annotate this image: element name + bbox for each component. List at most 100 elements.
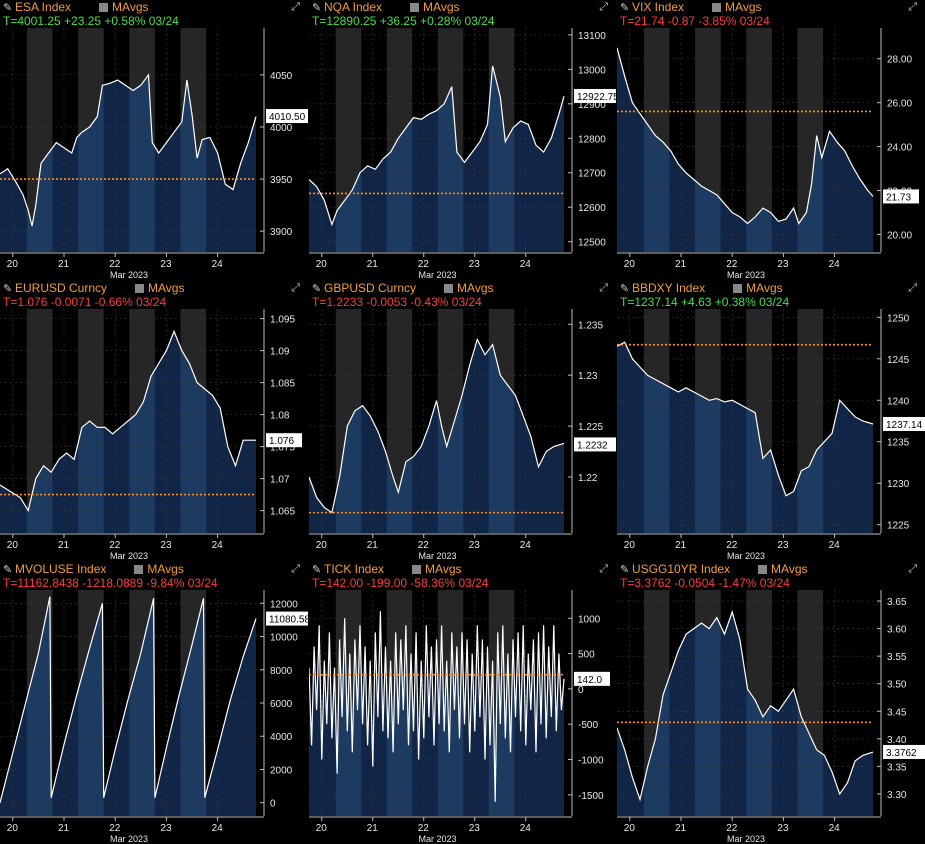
series-line (617, 47, 874, 225)
pencil-icon[interactable]: ✎ (3, 283, 13, 295)
ticker-label[interactable]: USGG10YR Index (632, 562, 731, 576)
y-tick-label: 1230 (887, 479, 910, 490)
chart-svg: -1500 -1000 -500 0 500 1000 142.0 20 21 22 23 24 Mar… (309, 590, 610, 844)
x-tick-label: 23 (777, 823, 789, 834)
expand-arrows-icon[interactable]: ⤢ (291, 563, 300, 575)
chart-panel-bbdxy[interactable]: 1225 1230 1235 1240 1245 1250 1237.14 20 21 22 23 2… (617, 281, 925, 561)
chart-panel-vix[interactable]: 20.0022.0024.0026.0028.0021.732021222324… (617, 0, 925, 280)
chart-panel-eurusd[interactable]: 1.065 1.07 1.075 1.08 1.085 1.09 1.095 1.076 20 2… (0, 281, 308, 561)
series-line (0, 596, 257, 803)
ma-legend-label[interactable]: MAvgs (147, 562, 184, 576)
pencil-icon[interactable]: ✎ (312, 2, 322, 14)
pencil-icon[interactable]: ✎ (620, 2, 630, 14)
ticker-label[interactable]: ESA Index (15, 0, 72, 14)
chart-panel-nqa[interactable]: 12500 12600 12700 12800 12900 13000 13100 12922… (309, 0, 616, 280)
ma-legend-swatch (733, 284, 743, 293)
ma-legend-label[interactable]: MAvgs (746, 281, 783, 295)
expand-arrows-icon[interactable]: ⤢ (908, 563, 917, 575)
expand-arrows-icon[interactable]: ⤢ (908, 282, 917, 294)
ma-legend-swatch (134, 565, 144, 574)
ticker-label[interactable]: TICK Index (324, 562, 385, 576)
y-tick-label: 10000 (270, 633, 298, 644)
x-tick-label: 24 (212, 823, 224, 834)
pencil-icon[interactable]: ✎ (312, 283, 322, 295)
chart-svg: 12500 12600 12700 12800 12900 13000 13100 12922… (309, 28, 616, 280)
x-tick-label: 24 (520, 259, 532, 270)
y-tick-label: 1.075 (270, 443, 295, 454)
x-axis-sublabel: Mar 2023 (419, 551, 457, 561)
y-tick-label: 1240 (887, 396, 910, 407)
last-value-badge (883, 744, 925, 759)
ticker-label[interactable]: VIX Index (632, 0, 685, 14)
ma-legend-label[interactable]: MAvgs (425, 562, 462, 576)
last-value-badge (266, 611, 308, 626)
pencil-icon[interactable]: ✎ (3, 2, 13, 14)
series-line (309, 337, 565, 514)
x-tick-label: 20 (7, 540, 19, 551)
x-tick-label: 22 (109, 540, 121, 551)
y-tick-label: 12800 (578, 134, 606, 145)
pencil-icon[interactable]: ✎ (620, 283, 630, 295)
chart-panel-esa[interactable]: 3900 3950 4000 4050 4010.50 20 21 22 23 24 Mar 202… (0, 0, 308, 280)
x-tick-label: 20 (7, 823, 19, 834)
ma-legend-swatch (410, 3, 420, 12)
last-value-badge (574, 671, 610, 686)
x-tick-label: 21 (367, 823, 379, 834)
ticker-label[interactable]: NQA Index (324, 0, 383, 14)
pencil-icon[interactable]: ✎ (312, 564, 322, 576)
x-tick-label: 23 (160, 259, 172, 270)
pencil-icon[interactable]: ✎ (620, 564, 630, 576)
expand-arrows-icon[interactable]: ⤢ (599, 282, 608, 294)
chart-panel-tick[interactable]: -1500 -1000 -500 0 500 1000 142.0 20 21 22 23 24 Mar… (309, 562, 616, 844)
y-tick-label: 26.00 (887, 99, 912, 110)
last-value-label: 1237.14 (886, 420, 923, 431)
ma-legend-swatch (444, 284, 454, 293)
ma-legend-swatch (758, 565, 768, 574)
x-tick-label: 24 (829, 540, 841, 551)
x-tick-label: 24 (829, 823, 841, 834)
ma-legend-label[interactable]: MAvgs (112, 0, 149, 14)
ma-legend-label[interactable]: MAvgs (725, 0, 762, 14)
ma-legend-label[interactable]: MAvgs (771, 562, 808, 576)
ticker-label[interactable]: MVOLUSE Index (15, 562, 107, 576)
ma-legend-label[interactable]: MAvgs (148, 281, 185, 295)
expand-arrows-icon[interactable]: ⤢ (291, 1, 300, 13)
ticker-label[interactable]: BBDXY Index (632, 281, 706, 295)
x-tick-label: 23 (160, 823, 172, 834)
x-tick-label: 22 (418, 259, 430, 270)
chart-svg: 3.30 3.35 3.40 3.45 3.50 3.55 3.60 3.65 3.3762 20… (617, 590, 925, 844)
y-tick-label: 2000 (270, 765, 293, 776)
y-tick-label: 1.225 (578, 422, 603, 433)
ma-legend-label[interactable]: MAvgs (423, 0, 460, 14)
y-tick-label: 12000 (270, 599, 298, 610)
y-tick-label: 3.45 (887, 707, 907, 718)
y-tick-label: 3.55 (887, 652, 907, 663)
pencil-icon[interactable]: ✎ (3, 564, 13, 576)
x-axis-sublabel: Mar 2023 (110, 270, 148, 280)
last-value-label: 21.73 (886, 192, 911, 203)
expand-arrows-icon[interactable]: ⤢ (908, 1, 917, 13)
y-tick-label: 1.07 (270, 475, 290, 486)
ticker-label[interactable]: GBPUSD Curncy (324, 281, 417, 295)
x-tick-label: 20 (7, 259, 19, 270)
expand-arrows-icon[interactable]: ⤢ (291, 282, 300, 294)
y-tick-label: 1.095 (270, 315, 295, 326)
last-value-badge (574, 437, 616, 452)
chart-panel-gbpusd[interactable]: 1.22 1.225 1.23 1.235 1.2232 20 21 22 23 24 Mar 20… (309, 281, 616, 561)
expand-arrows-icon[interactable]: ⤢ (599, 563, 608, 575)
chart-header: ✎ EURUSD Curncy MAvgs ⤢ (0, 281, 308, 295)
expand-arrows-icon[interactable]: ⤢ (599, 1, 608, 13)
x-tick-label: 20 (624, 259, 636, 270)
x-tick-label: 24 (212, 259, 224, 270)
ticker-label[interactable]: EURUSD Curncy (15, 281, 108, 295)
last-value-label: 1.076 (269, 436, 294, 447)
chart-panel-usgg10yr[interactable]: 3.30 3.35 3.40 3.45 3.50 3.55 3.60 3.65 3.3762 20… (617, 562, 925, 844)
y-tick-label: 1.08 (270, 411, 290, 422)
chart-svg: 1.22 1.225 1.23 1.235 1.2232 20 21 22 23 24 Mar 20… (309, 309, 616, 561)
chart-header: ✎ ESA Index MAvgs ⤢ (0, 0, 308, 14)
chart-panel-mvoluse[interactable]: 0 2000 4000 6000 8000 10000 12000 11080.58 20 21 2… (0, 562, 308, 844)
last-price-line: T=1.076 -0.0071 -0.66% 03/24 (3, 295, 167, 309)
ma-legend-label[interactable]: MAvgs (457, 281, 494, 295)
series-line (617, 341, 874, 497)
series-line (0, 73, 257, 227)
